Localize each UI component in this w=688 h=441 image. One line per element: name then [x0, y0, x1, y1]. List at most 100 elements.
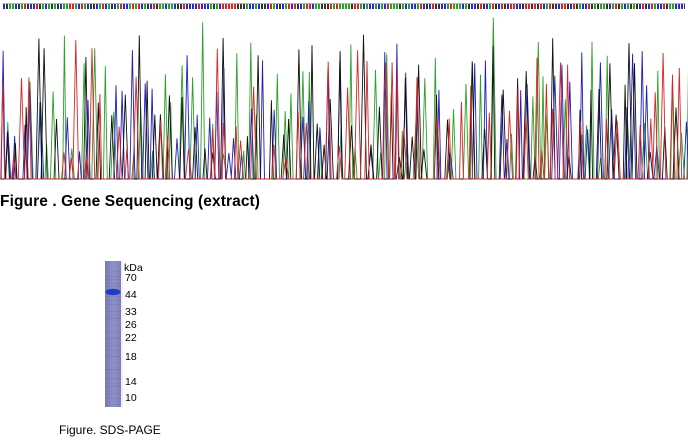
sequencing-figure-caption: Figure . Gene Sequencing (extract) — [0, 193, 261, 210]
sequence-base-mark — [642, 4, 644, 9]
sequence-base-mark — [306, 4, 308, 9]
sequence-base-mark — [258, 4, 260, 9]
sequence-base-mark — [444, 4, 446, 9]
sequence-base-mark — [111, 4, 113, 9]
marker-label-22: 22 — [125, 332, 137, 344]
sequence-base-mark — [429, 4, 431, 9]
sequence-base-mark — [588, 4, 590, 9]
sequence-base-mark — [246, 4, 248, 9]
sequence-base-mark — [324, 4, 326, 9]
sequence-base-mark — [210, 4, 212, 9]
sequence-base-mark — [645, 4, 647, 9]
sequence-base-mark — [555, 4, 557, 9]
marker-label-14: 14 — [125, 376, 137, 388]
sequence-base-mark — [681, 4, 683, 9]
sequence-base-mark — [135, 4, 137, 9]
sequence-base-mark — [660, 4, 662, 9]
sequence-base-mark — [255, 4, 257, 9]
gel-faint-band — [106, 296, 120, 297]
sequence-base-mark — [438, 4, 440, 9]
sequence-base-mark — [36, 4, 38, 9]
sequence-base-mark — [297, 4, 299, 9]
sequence-base-mark — [183, 4, 185, 9]
gel-faint-band — [106, 393, 120, 394]
sequence-base-mark — [630, 4, 632, 9]
sequence-base-mark — [141, 4, 143, 9]
sequence-base-mark — [516, 4, 518, 9]
sequence-base-mark — [354, 4, 356, 9]
sequence-base-mark — [375, 4, 377, 9]
gel-faint-band — [106, 286, 120, 287]
sequence-base-mark — [519, 4, 521, 9]
sequence-base-mark — [390, 4, 392, 9]
kda-unit-label: kDa — [124, 262, 143, 274]
sequence-base-mark — [669, 4, 671, 9]
sequence-base-mark — [351, 4, 353, 9]
gel-faint-band — [106, 304, 120, 305]
sequence-base-mark — [435, 4, 437, 9]
sequence-base-mark — [612, 4, 614, 9]
sequence-base-mark — [267, 4, 269, 9]
gel-faint-band — [106, 398, 120, 399]
sequence-base-mark — [339, 4, 341, 9]
sequence-base-mark — [636, 4, 638, 9]
sequence-base-mark — [225, 4, 227, 9]
sequence-base-mark — [180, 4, 182, 9]
sequence-base-mark — [99, 4, 101, 9]
sequence-base-mark — [378, 4, 380, 9]
sequence-base-mark — [363, 4, 365, 9]
sequence-base-mark — [570, 4, 572, 9]
sequence-base-mark — [228, 4, 230, 9]
sequence-base-mark — [462, 4, 464, 9]
sequence-base-mark — [357, 4, 359, 9]
sequence-base-mark — [591, 4, 593, 9]
sequence-base-mark — [465, 4, 467, 9]
sequence-base-mark — [132, 4, 134, 9]
sequence-base-mark — [123, 4, 125, 9]
sequence-base-mark — [285, 4, 287, 9]
sequence-base-mark — [423, 4, 425, 9]
sequence-base-mark — [609, 4, 611, 9]
sequence-base-mark — [618, 4, 620, 9]
sequence-base-mark — [303, 4, 305, 9]
sequence-base-mark — [87, 4, 89, 9]
sequence-base-mark — [45, 4, 47, 9]
sequence-base-mark — [102, 4, 104, 9]
marker-axis — [121, 261, 123, 407]
sequence-base-mark — [75, 4, 77, 9]
sequence-base-mark — [381, 4, 383, 9]
sequence-base-mark — [39, 4, 41, 9]
sequence-base-mark — [417, 4, 419, 9]
sequence-base-mark — [657, 4, 659, 9]
sequence-base-mark — [573, 4, 575, 9]
sequence-base-mark — [150, 4, 152, 9]
marker-label-44: 44 — [125, 289, 137, 301]
sequence-base-mark — [627, 4, 629, 9]
sequence-base-mark — [138, 4, 140, 9]
sequence-base-mark — [321, 4, 323, 9]
sequence-base-mark — [675, 4, 677, 9]
sequence-base-mark — [144, 4, 146, 9]
sequence-base-mark — [648, 4, 650, 9]
gel-faint-band — [106, 386, 120, 387]
sequence-base-mark — [360, 4, 362, 9]
sequence-base-mark — [192, 4, 194, 9]
sequence-base-mark — [315, 4, 317, 9]
sequence-base-mark — [18, 4, 20, 9]
sequence-base-mark — [459, 4, 461, 9]
sequence-base-mark — [69, 4, 71, 9]
sequence-base-mark — [447, 4, 449, 9]
sequence-base-mark — [666, 4, 668, 9]
sequence-base-mark — [159, 4, 161, 9]
sequence-base-mark — [489, 4, 491, 9]
sequence-base-mark — [279, 4, 281, 9]
sequence-base-mark — [633, 4, 635, 9]
sequence-base-mark — [450, 4, 452, 9]
sequence-base-mark — [594, 4, 596, 9]
marker-label-70: 70 — [125, 272, 137, 284]
sequence-base-mark — [468, 4, 470, 9]
sequence-base-mark — [66, 4, 68, 9]
sequence-base-mark — [600, 4, 602, 9]
trace-A — [0, 17, 688, 180]
sequence-base-mark — [651, 4, 653, 9]
